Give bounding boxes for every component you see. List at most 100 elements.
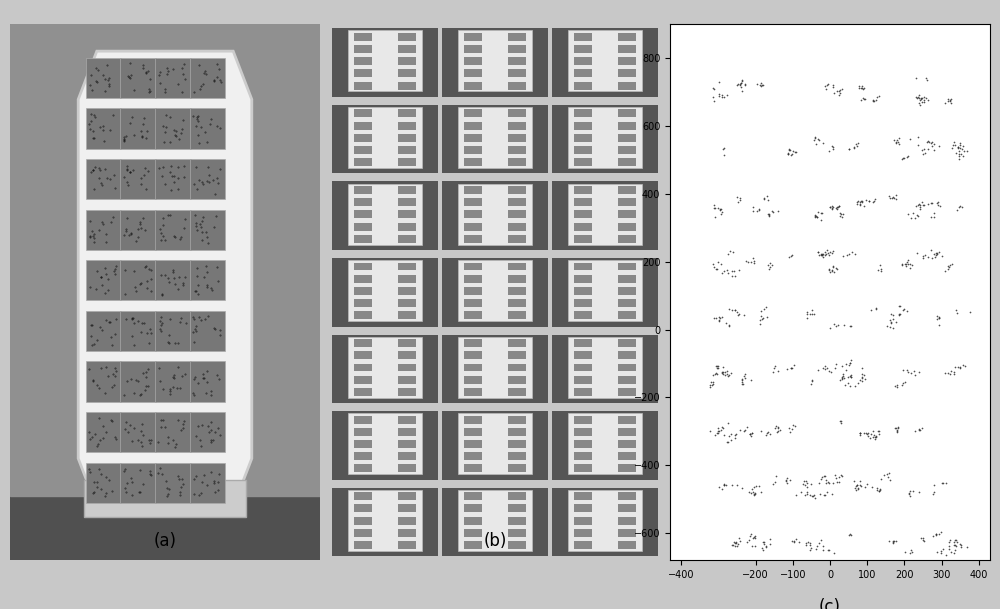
- Point: [716, 480, 732, 490]
- Point: [910, 93, 926, 102]
- Point: [943, 99, 959, 108]
- Point: [909, 248, 925, 258]
- Point: [721, 370, 737, 379]
- Point: [811, 250, 827, 259]
- Point: [762, 539, 778, 549]
- Point: [900, 152, 916, 161]
- Point: [741, 487, 757, 497]
- Point: [907, 214, 923, 224]
- Bar: [464, 198, 482, 206]
- Point: [940, 94, 956, 104]
- Point: [864, 482, 880, 492]
- Bar: [568, 183, 642, 245]
- Point: [810, 135, 826, 144]
- Point: [808, 139, 824, 149]
- Point: [916, 93, 932, 102]
- Point: [860, 429, 876, 438]
- Point: [817, 364, 833, 374]
- Bar: [155, 463, 191, 503]
- Bar: [552, 105, 658, 174]
- Point: [911, 488, 927, 498]
- Bar: [464, 440, 482, 448]
- Point: [768, 421, 784, 431]
- Point: [781, 145, 797, 155]
- Point: [888, 317, 904, 327]
- Point: [736, 427, 752, 437]
- Bar: [354, 529, 372, 537]
- Point: [866, 197, 882, 206]
- Point: [849, 481, 865, 490]
- Bar: [574, 235, 592, 243]
- Point: [705, 371, 721, 381]
- Point: [820, 546, 836, 555]
- Bar: [398, 146, 416, 154]
- Point: [782, 475, 798, 485]
- Point: [856, 201, 872, 211]
- Point: [861, 196, 877, 206]
- Point: [821, 366, 837, 376]
- Bar: [508, 287, 526, 295]
- Point: [911, 426, 927, 435]
- Point: [886, 135, 902, 145]
- Point: [824, 203, 840, 213]
- Point: [848, 485, 864, 495]
- Bar: [398, 82, 416, 90]
- Point: [833, 418, 849, 428]
- Point: [714, 90, 730, 100]
- Point: [822, 202, 838, 211]
- Point: [884, 194, 900, 203]
- Bar: [398, 222, 416, 231]
- Bar: [464, 210, 482, 218]
- Point: [900, 259, 916, 269]
- Point: [745, 533, 761, 543]
- Point: [711, 316, 727, 326]
- Text: (a): (a): [154, 532, 176, 549]
- Point: [952, 140, 968, 150]
- Bar: [574, 440, 592, 448]
- Point: [946, 548, 962, 558]
- Point: [913, 533, 929, 543]
- Point: [900, 209, 916, 219]
- Point: [889, 380, 905, 390]
- Bar: [332, 105, 438, 174]
- Bar: [398, 351, 416, 359]
- Bar: [464, 428, 482, 436]
- Point: [831, 477, 847, 487]
- Bar: [464, 33, 482, 41]
- Point: [871, 91, 887, 101]
- Bar: [442, 334, 548, 403]
- Point: [889, 135, 905, 145]
- Point: [810, 207, 826, 217]
- Bar: [464, 45, 482, 53]
- Point: [925, 489, 941, 499]
- Point: [853, 196, 869, 206]
- Bar: [618, 376, 636, 384]
- Point: [715, 362, 731, 372]
- Point: [802, 538, 818, 548]
- Point: [732, 79, 748, 89]
- Point: [744, 428, 760, 438]
- Point: [923, 199, 939, 208]
- Bar: [398, 45, 416, 53]
- Point: [834, 362, 850, 371]
- Point: [766, 364, 782, 373]
- Bar: [618, 339, 636, 347]
- Bar: [155, 108, 191, 149]
- Point: [911, 424, 927, 434]
- Point: [718, 480, 734, 490]
- Point: [797, 490, 813, 499]
- Bar: [574, 82, 592, 90]
- Point: [806, 135, 822, 145]
- Point: [705, 379, 721, 389]
- Point: [856, 94, 872, 104]
- Point: [912, 96, 928, 105]
- Point: [917, 250, 933, 260]
- Point: [908, 93, 924, 102]
- Point: [942, 535, 958, 545]
- Point: [734, 375, 750, 384]
- Point: [706, 262, 722, 272]
- Point: [891, 133, 907, 143]
- Point: [751, 481, 767, 491]
- Point: [923, 245, 939, 255]
- Bar: [86, 412, 121, 452]
